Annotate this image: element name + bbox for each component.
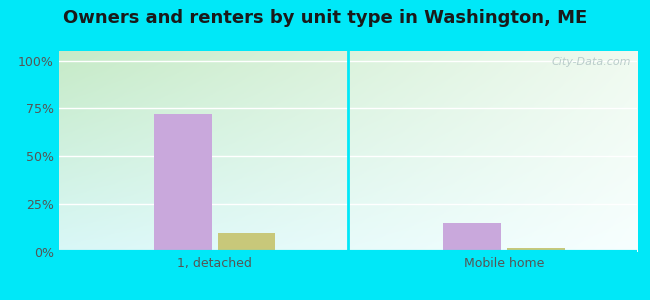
Text: City-Data.com: City-Data.com <box>552 57 631 67</box>
Bar <box>507 248 565 252</box>
Bar <box>154 114 212 252</box>
Bar <box>443 223 501 252</box>
Bar <box>218 233 276 252</box>
Text: Owners and renters by unit type in Washington, ME: Owners and renters by unit type in Washi… <box>63 9 587 27</box>
